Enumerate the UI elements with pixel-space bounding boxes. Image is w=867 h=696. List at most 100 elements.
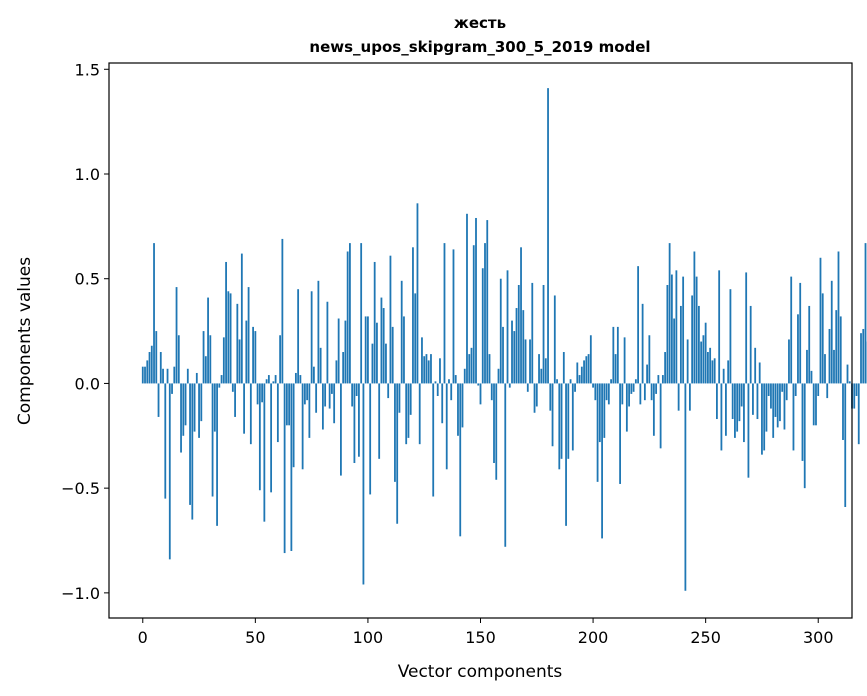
bar bbox=[337, 318, 340, 384]
bar bbox=[175, 287, 178, 384]
bar bbox=[159, 352, 162, 384]
bar bbox=[785, 383, 788, 401]
bar bbox=[616, 326, 619, 384]
bar bbox=[376, 322, 378, 384]
bar bbox=[560, 383, 563, 459]
bar bbox=[488, 354, 491, 384]
bar bbox=[168, 383, 171, 560]
bar bbox=[331, 383, 333, 394]
bar bbox=[317, 280, 320, 384]
bar bbox=[294, 372, 297, 384]
bar bbox=[349, 243, 351, 384]
bar bbox=[328, 383, 331, 409]
bar bbox=[702, 335, 705, 384]
bar bbox=[776, 383, 779, 428]
bar bbox=[718, 270, 721, 384]
chart-subtitle: news_upos_skipgram_300_5_2019 model bbox=[309, 38, 650, 56]
bar bbox=[675, 270, 678, 384]
bar bbox=[369, 383, 372, 495]
bar bbox=[670, 274, 673, 384]
bar bbox=[479, 383, 482, 405]
bar bbox=[603, 383, 606, 438]
bar bbox=[148, 352, 151, 384]
bar bbox=[436, 383, 439, 396]
bar bbox=[522, 310, 525, 384]
bar bbox=[403, 316, 405, 384]
x-tick-label: 150 bbox=[465, 628, 496, 647]
bar bbox=[351, 383, 354, 407]
bar bbox=[193, 383, 196, 432]
bar bbox=[285, 383, 288, 426]
bar bbox=[400, 280, 403, 384]
bar bbox=[326, 301, 329, 384]
y-tick-label: 0.0 bbox=[75, 374, 100, 393]
bar bbox=[752, 383, 754, 415]
bar bbox=[794, 383, 797, 396]
bar bbox=[209, 335, 212, 384]
bar bbox=[551, 383, 554, 447]
bar bbox=[405, 383, 408, 445]
bar bbox=[155, 331, 158, 384]
x-tick-label: 250 bbox=[690, 628, 721, 647]
bar bbox=[299, 375, 302, 384]
bar bbox=[688, 383, 691, 411]
bar bbox=[236, 303, 239, 384]
bar bbox=[261, 383, 263, 403]
bar bbox=[486, 220, 489, 384]
bar bbox=[245, 320, 248, 384]
bar bbox=[499, 278, 502, 384]
bar bbox=[452, 249, 455, 384]
bar bbox=[821, 293, 824, 384]
bar bbox=[526, 383, 529, 392]
bar bbox=[511, 320, 513, 384]
bar bbox=[650, 383, 653, 401]
bar bbox=[779, 383, 781, 422]
bar bbox=[398, 383, 401, 413]
bar bbox=[632, 383, 635, 392]
bar bbox=[477, 383, 480, 386]
bar bbox=[225, 261, 227, 384]
bar bbox=[254, 331, 257, 384]
bar bbox=[619, 383, 621, 484]
bar bbox=[416, 203, 419, 384]
bar bbox=[824, 354, 826, 384]
bar bbox=[227, 291, 230, 384]
bar bbox=[679, 305, 682, 384]
bar bbox=[652, 383, 655, 436]
bar bbox=[355, 383, 358, 396]
bar bbox=[457, 383, 459, 436]
bar bbox=[765, 383, 768, 432]
bar bbox=[321, 383, 324, 430]
bar bbox=[439, 358, 441, 384]
bar bbox=[677, 383, 680, 411]
bar bbox=[731, 383, 734, 420]
bar bbox=[249, 383, 252, 445]
bar bbox=[220, 375, 223, 384]
bar bbox=[450, 383, 453, 401]
bar bbox=[319, 347, 322, 384]
bar bbox=[195, 372, 198, 384]
x-tick-label: 100 bbox=[353, 628, 384, 647]
bar bbox=[610, 379, 612, 384]
bar bbox=[598, 383, 601, 443]
bar bbox=[141, 366, 144, 384]
bar bbox=[502, 326, 504, 384]
bar bbox=[580, 366, 583, 384]
bar bbox=[191, 383, 194, 520]
bar bbox=[333, 383, 336, 424]
bar bbox=[475, 217, 477, 384]
bar bbox=[661, 375, 664, 384]
bar bbox=[265, 379, 268, 384]
bar bbox=[605, 383, 608, 401]
bar bbox=[434, 381, 437, 384]
bar bbox=[162, 368, 164, 384]
bar bbox=[279, 335, 282, 384]
bar bbox=[833, 349, 835, 384]
bar bbox=[409, 383, 412, 415]
bar bbox=[324, 383, 327, 407]
bar bbox=[310, 291, 313, 384]
bar bbox=[490, 383, 493, 401]
bar bbox=[394, 383, 396, 482]
bar bbox=[344, 320, 347, 384]
bar bbox=[346, 251, 349, 384]
